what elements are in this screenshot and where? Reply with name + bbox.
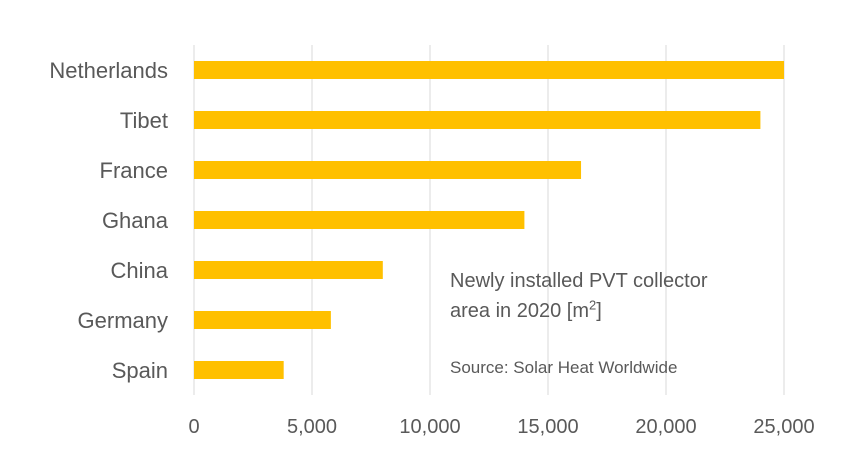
annotation-line-2-suffix: ]: [596, 300, 602, 322]
x-tick-label-15000: 15,000: [517, 416, 578, 438]
bar-netherlands: [194, 61, 784, 79]
category-label-ghana: Ghana: [102, 208, 169, 233]
annotation-line-2: area in 2020 [m2]: [450, 296, 790, 326]
x-tick-label-0: 0: [188, 416, 199, 438]
category-label-spain: Spain: [112, 358, 168, 383]
annotation-line-2-prefix: area in 2020 [m: [450, 300, 589, 322]
category-label-tibet: Tibet: [120, 108, 168, 133]
source-note: Source: Solar Heat Worldwide: [450, 358, 678, 377]
annotation-line-1: Newly installed PVT collector: [450, 270, 708, 292]
x-tick-label-25000: 25,000: [753, 416, 814, 438]
bar-germany: [194, 311, 331, 329]
x-tick-labels: 0 5,000 10,000 15,000 20,000 25,000: [188, 416, 814, 438]
bar-ghana: [194, 211, 525, 229]
category-label-germany: Germany: [78, 308, 168, 333]
bar-france: [194, 161, 582, 179]
bar-tibet: [194, 111, 761, 129]
category-label-netherlands: Netherlands: [49, 58, 168, 83]
category-label-china: China: [111, 258, 169, 283]
bar-china: [194, 261, 383, 279]
chart-annotation: Newly installed PVT collector area in 20…: [450, 266, 790, 326]
category-labels: Netherlands Tibet France Ghana China Germany S…: [49, 58, 168, 383]
x-tick-label-5000: 5,000: [287, 416, 337, 438]
category-label-france: France: [100, 158, 168, 183]
x-tick-label-20000: 20,000: [635, 416, 696, 438]
x-tick-label-10000: 10,000: [399, 416, 460, 438]
bar-spain: [194, 361, 284, 379]
bars: [194, 61, 784, 379]
annotation-superscript: 2: [588, 297, 597, 313]
